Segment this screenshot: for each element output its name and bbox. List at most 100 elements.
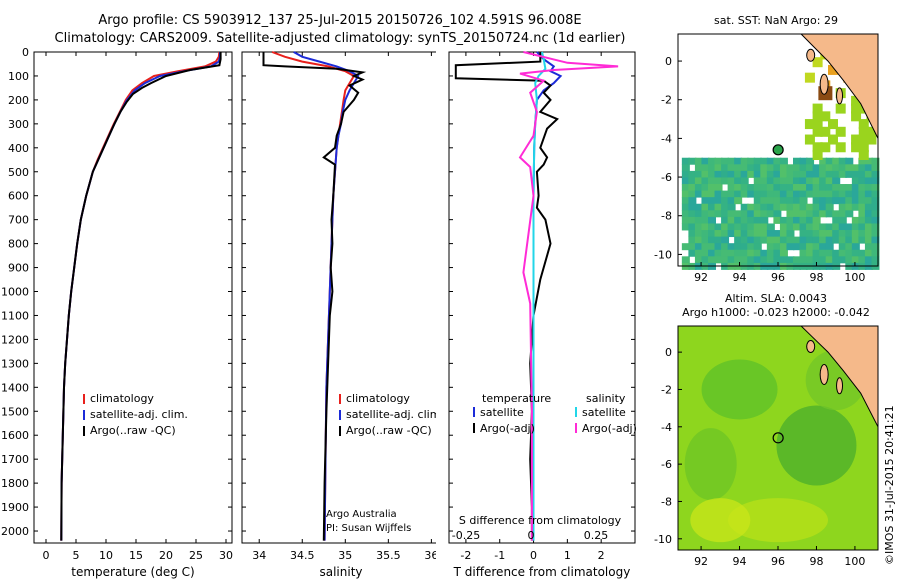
sst-cell	[835, 103, 846, 114]
sst-cell	[858, 142, 869, 153]
sst-cell	[793, 203, 801, 211]
sst-cell	[793, 177, 801, 185]
sst-cell	[871, 216, 880, 224]
sst-cell	[766, 243, 775, 251]
legend-label: satellite-adj. clim.	[346, 408, 436, 421]
sst-cell	[806, 236, 815, 244]
sst-cell	[727, 190, 736, 198]
y-tick-label: 300	[8, 118, 29, 131]
sst-cell	[799, 177, 808, 185]
sst-cell	[747, 256, 756, 264]
sst-cell	[688, 170, 697, 178]
sst-cell	[760, 223, 769, 231]
sst-cell	[727, 249, 736, 257]
sst-cell	[721, 256, 730, 264]
sst-cell	[871, 243, 880, 251]
y-tick-label: 600	[8, 190, 29, 203]
sst-cell	[773, 249, 782, 257]
sst-cell	[799, 203, 808, 211]
sst-cell	[793, 157, 801, 165]
sst-cell	[871, 249, 880, 257]
sst-cell	[688, 210, 697, 218]
sst-cell	[681, 190, 690, 198]
sst-cell	[864, 164, 873, 172]
plot-frame	[448, 51, 636, 544]
sst-cell	[851, 236, 860, 244]
sst-cell	[779, 184, 788, 192]
sst-cell	[708, 197, 716, 205]
x-tick-label: 30	[219, 549, 233, 562]
sst-cell	[838, 256, 847, 264]
sst-cell	[701, 197, 710, 205]
sst-cell	[688, 203, 697, 211]
sst-cell	[721, 216, 730, 224]
sst-cell	[845, 190, 854, 198]
map-subtitle: Argo h1000: -0.023 h2000: -0.042	[682, 306, 870, 319]
sst-cell	[806, 177, 815, 185]
sst-cell	[740, 210, 749, 218]
page-header: Argo profile: CS 5903912_137 25-Jul-2015…	[55, 13, 626, 46]
sst-cell	[681, 243, 690, 251]
sst-cell	[708, 184, 716, 192]
sst-cell	[747, 249, 756, 257]
sst-cell	[688, 216, 697, 224]
sst-cell	[681, 157, 690, 165]
x-tick-label: 34	[252, 549, 266, 562]
sst-cell	[779, 177, 788, 185]
sst-cell	[786, 216, 795, 224]
sst-cell	[708, 230, 716, 238]
sst-cell	[832, 190, 841, 198]
sst-cell	[708, 190, 716, 198]
sst-cell	[734, 256, 743, 264]
plot-frame	[241, 51, 436, 544]
sst-cell	[832, 249, 841, 257]
sst-cell	[766, 256, 775, 264]
sst-cell	[766, 184, 775, 192]
sst-cell	[864, 184, 873, 192]
sst-cell	[825, 210, 834, 218]
sst-cell	[701, 256, 710, 264]
sst-cell	[721, 210, 730, 218]
x2-tick-label: 0.25	[584, 529, 609, 542]
sst-cell	[753, 216, 762, 224]
sst-cell	[838, 203, 847, 211]
sst-cell	[779, 216, 788, 224]
sst-cell	[804, 72, 815, 83]
sst-cell	[832, 157, 841, 165]
sst-cell	[819, 157, 828, 165]
legend-label: satellite	[480, 406, 524, 419]
sst-cell	[740, 157, 749, 165]
sst-cell	[864, 203, 873, 211]
sst-cell	[812, 103, 823, 114]
y-tick-label: 700	[8, 214, 29, 227]
sst-cell	[845, 157, 854, 165]
sst-cell	[740, 236, 749, 244]
x-axis-label: T difference from climatology	[453, 565, 631, 579]
header-line1: Argo profile: CS 5903912_137 25-Jul-2015…	[98, 13, 581, 28]
sst-cell	[779, 203, 788, 211]
sst-cell	[858, 150, 869, 160]
sst-cell	[832, 230, 841, 238]
sst-cell	[727, 177, 736, 185]
sst-cell	[835, 126, 846, 137]
series-line-temperature-argo-adj-	[454, 52, 559, 541]
sst-cell	[694, 157, 703, 165]
sst-cell	[858, 256, 867, 264]
sst-cell	[694, 243, 703, 251]
sst-cell	[779, 190, 788, 198]
sst-cell	[694, 210, 703, 218]
sst-cell	[819, 170, 828, 178]
sst-cell	[825, 249, 834, 257]
sst-cell	[760, 256, 769, 264]
sst-cell	[858, 216, 867, 224]
sst-cell	[760, 177, 769, 185]
sst-cell	[871, 177, 880, 185]
x-tick-label: 1	[564, 549, 571, 562]
sst-cell	[747, 157, 756, 165]
sst-cell	[793, 170, 801, 178]
sst-cell	[714, 170, 723, 178]
sst-cell	[721, 164, 730, 172]
legend-label: satellite-adj. clim.	[90, 408, 188, 421]
sst-cell	[701, 190, 710, 198]
x-tick-label: 96	[771, 271, 785, 284]
